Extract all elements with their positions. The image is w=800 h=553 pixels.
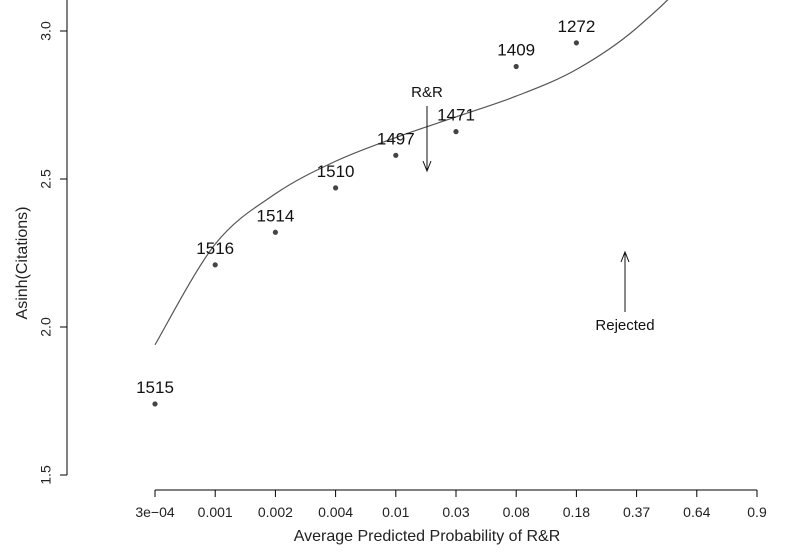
fit-lines [154, 0, 669, 346]
dot-marker [393, 152, 399, 158]
point-label: 1510 [317, 162, 355, 181]
annotations: R&R Rejected [411, 84, 654, 334]
fit-line-rejected [154, 0, 669, 346]
annotation-rr-arrowhead [422, 160, 432, 173]
dot-marker [453, 129, 459, 135]
data-labels: 2047109245576530666151515161514151014971… [136, 17, 595, 397]
point-label: 1409 [497, 41, 535, 60]
y-tick-label: 3.0 [38, 21, 54, 41]
axes: 1.52.02.53.03.54.04.53e−040.0010.0020.00… [38, 0, 767, 520]
point-label: 1272 [557, 17, 595, 36]
annotation-rr-label: R&R [411, 84, 443, 101]
x-tick-label: 0.002 [258, 504, 293, 520]
dot-marker [272, 229, 278, 235]
point-label: 1516 [196, 239, 234, 258]
x-tick-label: 0.01 [382, 504, 409, 520]
point-label: 1515 [136, 378, 174, 397]
point-label: 1497 [377, 129, 415, 148]
annotation-rejected-label: Rejected [595, 317, 654, 334]
dot-marker [333, 185, 339, 191]
point-label: 1514 [256, 206, 294, 225]
x-tick-label: 0.64 [683, 504, 710, 520]
y-tick-label: 2.5 [38, 169, 54, 189]
dot-marker [212, 262, 218, 268]
x-tick-label: 0.004 [318, 504, 353, 520]
dot-marker [152, 401, 158, 407]
x-tick-label: 0.9 [747, 504, 767, 520]
y-axis-title: Asinh(Citations) [14, 207, 31, 320]
x-tick-label: 0.03 [442, 504, 469, 520]
x-axis-title: Average Predicted Probability of R&R [294, 528, 561, 545]
point-label: 1471 [437, 106, 475, 125]
x-tick-label: 3e−04 [135, 504, 175, 520]
x-tick-label: 0.18 [563, 504, 590, 520]
x-tick-label: 0.001 [198, 504, 233, 520]
x-tick-label: 0.37 [623, 504, 650, 520]
annotation-rejected-arrowhead [620, 250, 630, 263]
x-tick-label: 0.08 [503, 504, 530, 520]
y-tick-label: 2.0 [38, 317, 54, 337]
y-tick-label: 1.5 [38, 465, 54, 485]
dot-marker [573, 40, 580, 46]
data-marks [152, 40, 580, 407]
dot-marker [513, 63, 519, 70]
